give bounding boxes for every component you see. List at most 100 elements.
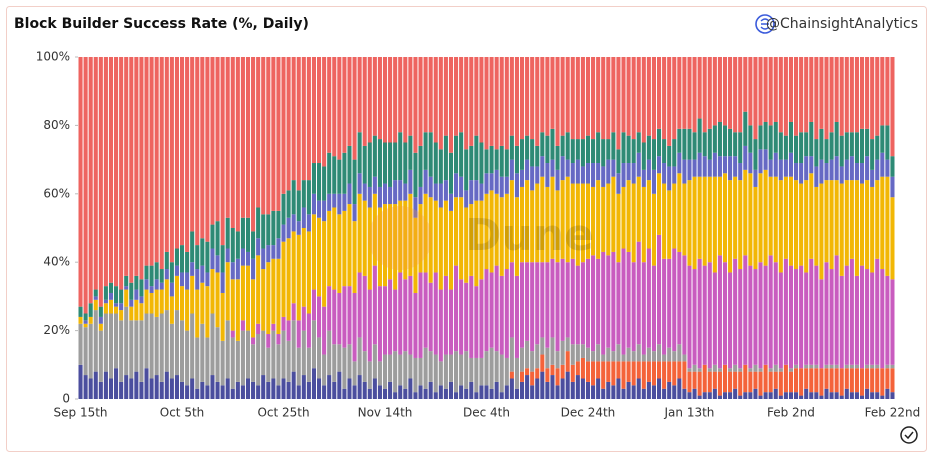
bar-segment: [398, 354, 403, 386]
bar-segment: [702, 176, 707, 266]
bar-segment: [849, 364, 854, 369]
bar-segment: [834, 156, 839, 181]
bar-segment: [154, 262, 159, 280]
bar-segment: [347, 145, 352, 184]
bar-segment: [337, 193, 342, 215]
bar-segment: [484, 173, 489, 194]
bar-segment: [758, 149, 763, 174]
bar-segment: [585, 381, 591, 399]
bar-segment: [195, 269, 200, 290]
bar-segment: [251, 344, 256, 382]
bar-segment: [621, 248, 626, 355]
bar-segment: [393, 289, 398, 352]
bar-segment: [596, 180, 601, 259]
bar-segment: [301, 330, 306, 376]
bar-segment: [733, 371, 738, 389]
bar-segment: [677, 361, 682, 379]
bar-segment: [682, 128, 687, 160]
bar-segment: [662, 388, 667, 399]
bar-segment: [367, 207, 372, 290]
bar-segment: [859, 368, 865, 396]
bar-segment: [489, 173, 494, 191]
bar-segment: [311, 289, 317, 321]
bar-segment: [245, 57, 251, 218]
bar-segment: [317, 378, 322, 399]
bar-segment: [164, 57, 169, 252]
bar-segment: [641, 388, 646, 399]
bar-segment: [377, 385, 382, 399]
bar-segment: [230, 262, 235, 280]
bar-segment: [459, 385, 464, 399]
bar-segment: [484, 385, 489, 399]
bar-segment: [601, 251, 606, 355]
bar-segment: [433, 392, 438, 399]
bar-segment: [357, 57, 362, 133]
bar-segment: [834, 364, 839, 369]
bar-segment: [545, 262, 550, 348]
bar-segment: [286, 57, 291, 191]
bar-segment: [514, 145, 519, 174]
bar-segment: [672, 361, 677, 386]
bar-segment: [656, 156, 662, 174]
bar-segment: [514, 197, 519, 276]
check-icon[interactable]: [900, 426, 918, 444]
bar-segment: [443, 57, 448, 136]
bar-segment: [885, 57, 890, 126]
bar-segment: [119, 310, 124, 321]
bar-segment: [119, 57, 124, 290]
bar-segment: [809, 57, 814, 122]
bar-segment: [601, 139, 606, 167]
bar-segment: [591, 385, 596, 399]
bar-segment: [205, 241, 210, 273]
x-tick-label: Oct 25th: [257, 406, 309, 420]
bar-segment: [301, 375, 306, 399]
bar-segment: [809, 258, 814, 365]
bar-segment: [154, 289, 159, 317]
bar-segment: [702, 364, 707, 393]
bar-segment: [276, 210, 281, 239]
bar-segment: [103, 303, 108, 314]
bar-segment: [814, 139, 819, 167]
bar-segment: [753, 269, 758, 365]
bar-segment: [824, 368, 829, 389]
bar-segment: [342, 57, 347, 153]
bar-segment: [814, 186, 819, 266]
bar-segment: [311, 193, 317, 215]
bar-segment: [317, 163, 322, 201]
bar-segment: [423, 193, 428, 273]
bar-segment: [692, 269, 697, 365]
bar-segment: [575, 344, 580, 362]
bar-segment: [712, 125, 717, 153]
bar-segment: [601, 361, 606, 389]
bar-segment: [403, 351, 408, 389]
bar-segment: [692, 159, 697, 177]
bar-segment: [540, 132, 545, 157]
bar-segment: [114, 286, 119, 304]
bar-segment: [342, 286, 347, 348]
bar-segment: [890, 364, 895, 369]
bar-segment: [93, 371, 98, 399]
bar-segment: [372, 265, 377, 345]
bar-segment: [200, 282, 205, 324]
bar-segment: [266, 245, 271, 263]
bar-segment: [819, 368, 824, 396]
bar-segment: [743, 145, 748, 170]
bar-segment: [504, 269, 509, 358]
bar-segment: [235, 231, 240, 259]
bar-segment: [885, 176, 890, 276]
bar-segment: [636, 344, 641, 362]
bar-segment: [778, 159, 783, 181]
bar-segment: [819, 183, 824, 280]
bar-segment: [712, 57, 717, 126]
bar-segment: [849, 156, 854, 181]
bar-segment: [783, 258, 788, 365]
bar-segment: [545, 163, 550, 187]
bar-segment: [317, 217, 322, 297]
bar-segment: [773, 57, 778, 122]
bar-segment: [580, 139, 585, 167]
bar-segment: [773, 152, 778, 177]
bar-segment: [327, 286, 332, 331]
bar-segment: [844, 368, 849, 389]
bar-segment: [169, 262, 174, 283]
bar-segment: [332, 289, 337, 345]
